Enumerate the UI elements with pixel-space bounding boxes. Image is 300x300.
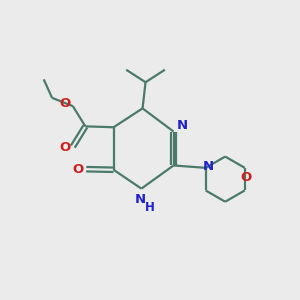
Text: H: H — [145, 201, 154, 214]
Text: O: O — [60, 97, 71, 110]
Text: O: O — [60, 141, 71, 154]
Text: N: N — [202, 160, 214, 173]
Text: N: N — [176, 119, 188, 132]
Text: O: O — [73, 163, 84, 176]
Text: O: O — [241, 171, 252, 184]
Text: N: N — [135, 194, 146, 206]
